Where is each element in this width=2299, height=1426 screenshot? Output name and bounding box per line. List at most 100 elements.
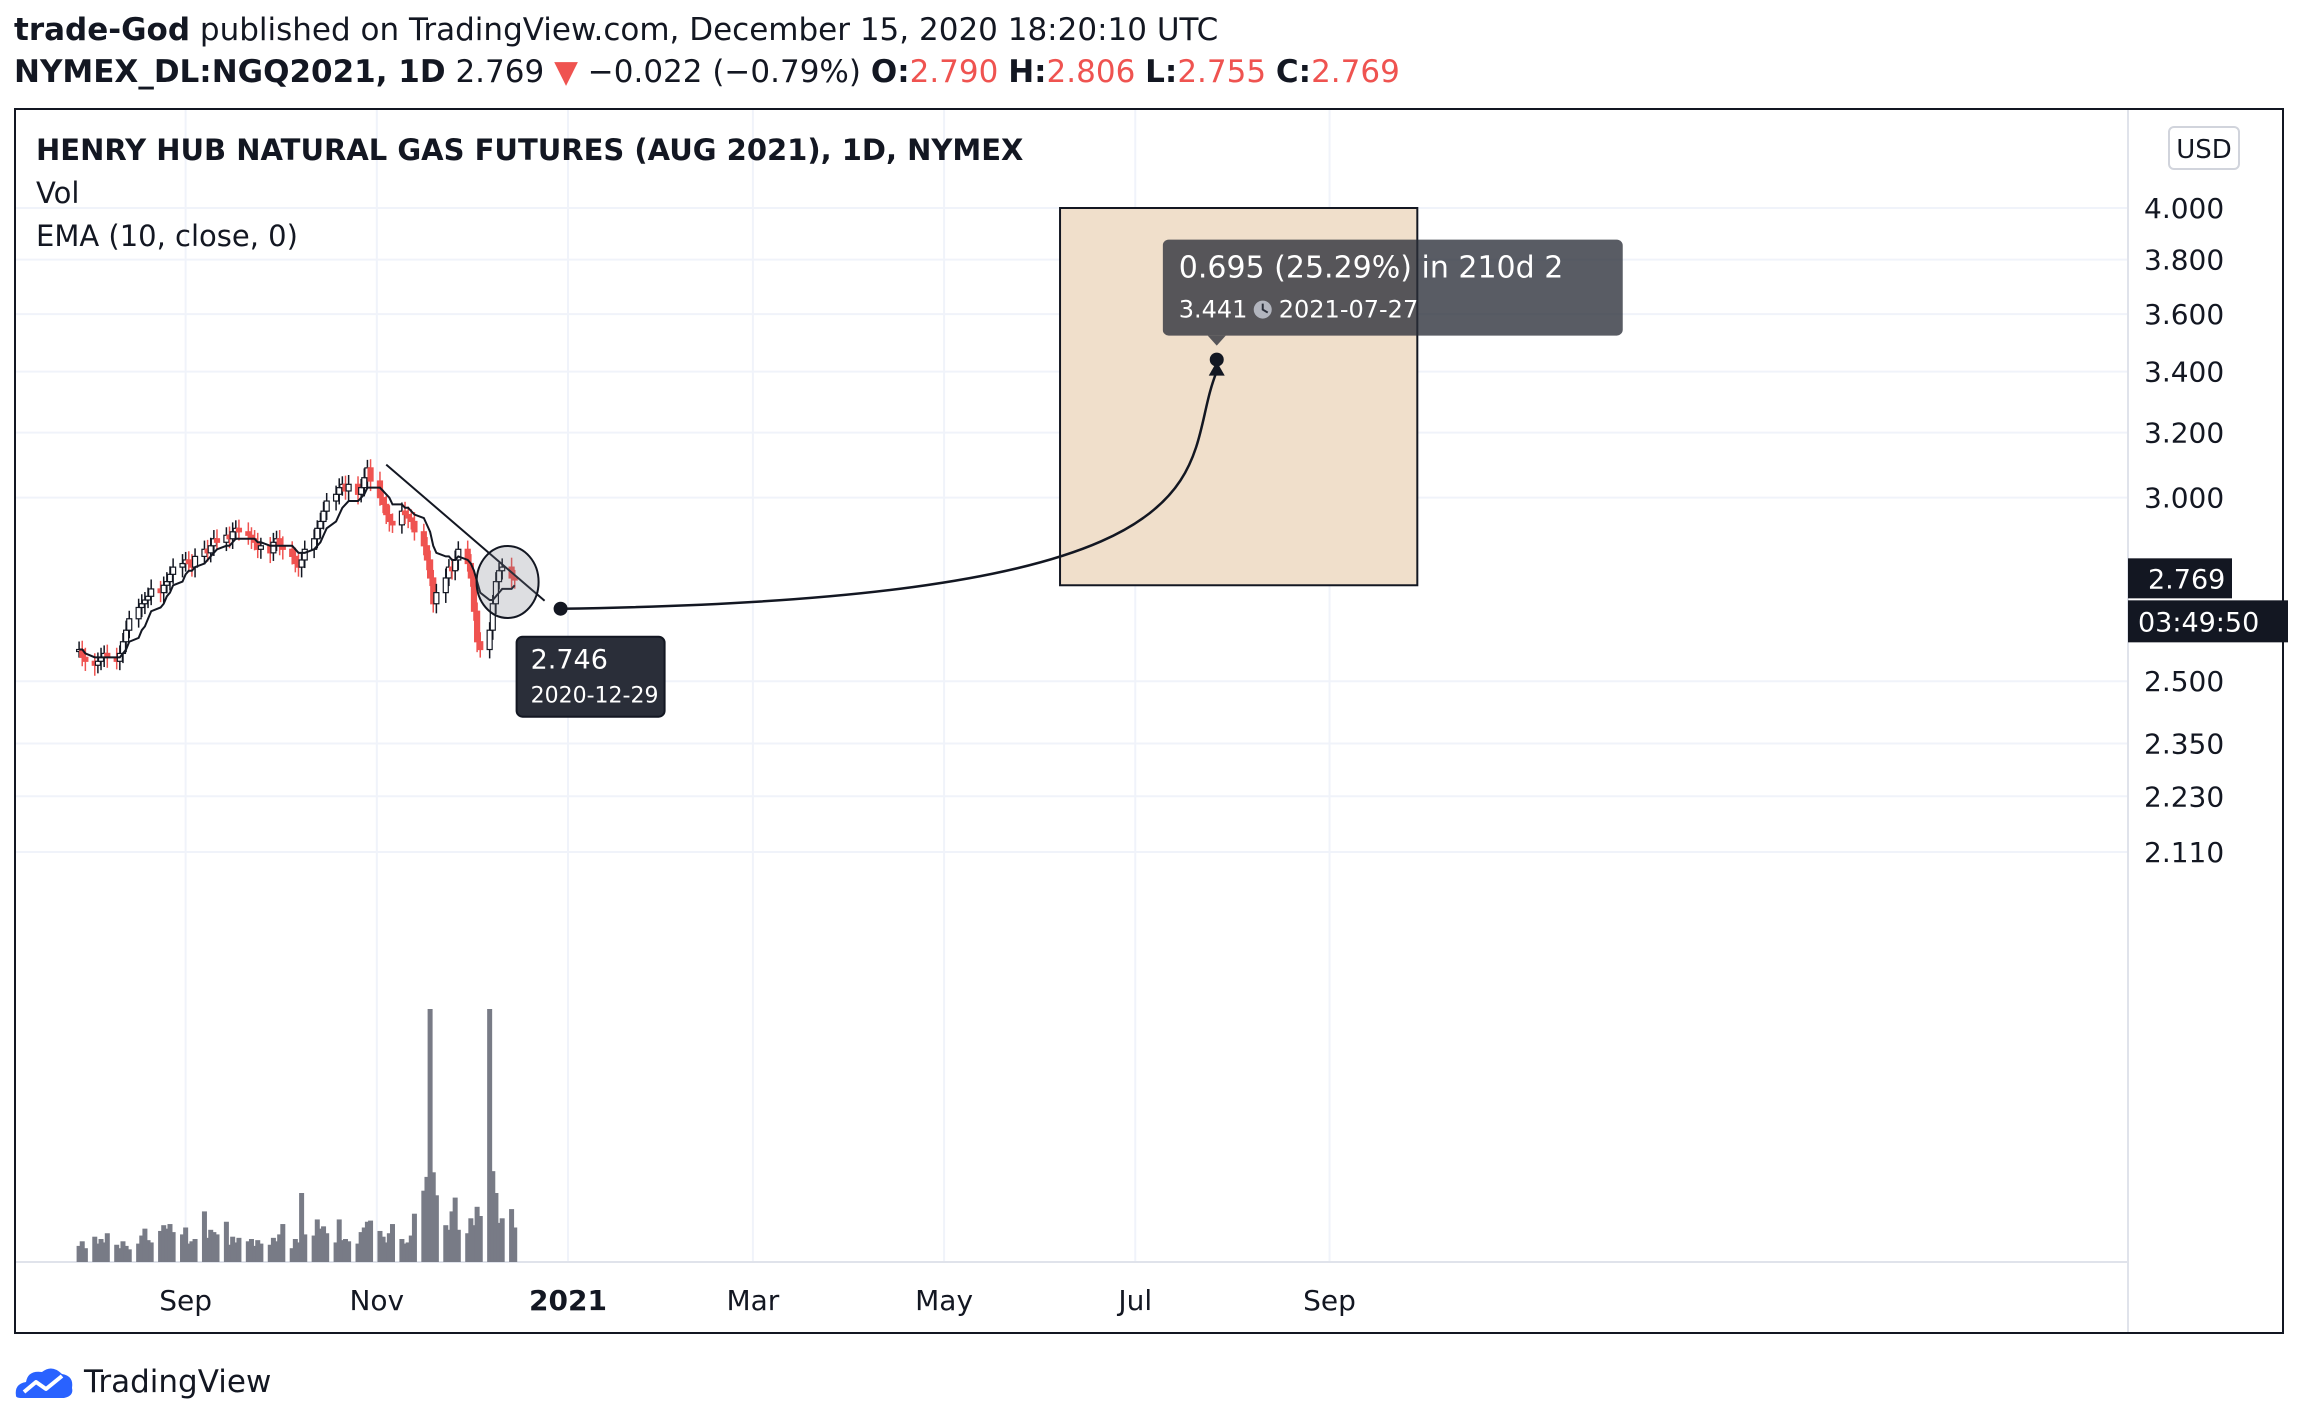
price-tick-label: 3.600: [2144, 298, 2224, 331]
volume-bar: [208, 1229, 214, 1262]
published-text: published on TradingView.com, December 1…: [199, 12, 1219, 48]
volume-bar: [477, 1216, 483, 1262]
volume-bar: [446, 1229, 452, 1262]
high-label: H:: [1008, 54, 1047, 90]
volume-bar: [499, 1218, 505, 1262]
close-value: 2.769: [1311, 54, 1400, 90]
candle-body: [361, 477, 368, 489]
candle-body: [229, 531, 236, 540]
candle-body: [170, 566, 177, 575]
volume-bar: [324, 1233, 330, 1262]
candle-body: [292, 555, 299, 565]
volume-bar: [452, 1197, 458, 1262]
origin-date: 2020-12-29: [531, 684, 659, 709]
projection-arrowhead: [1208, 361, 1225, 376]
volume-bar: [201, 1211, 207, 1262]
time-axis: Sep Nov 2021 Mar May Jul Sep: [159, 1284, 1356, 1317]
candle-body: [213, 538, 221, 543]
projection-start-point: [553, 601, 568, 616]
volume-bar: [389, 1224, 395, 1262]
volume-bar: [471, 1225, 477, 1262]
volume-bar: [468, 1218, 474, 1262]
volume-bar: [411, 1213, 417, 1262]
volume-bar: [214, 1234, 220, 1262]
time-tick-label: Mar: [726, 1284, 779, 1317]
candle-body: [336, 487, 343, 495]
tradingview-logo-icon: [15, 1368, 73, 1398]
volume-bar: [355, 1243, 361, 1262]
drawings: [385, 352, 1225, 619]
price-tick-label: 2.110: [2144, 836, 2224, 869]
volume-bar: [145, 1240, 151, 1262]
volume-bar: [79, 1241, 85, 1262]
candle-body: [317, 520, 324, 529]
target-tooltip-bg: [1162, 239, 1623, 336]
time-tick-label: 2021: [529, 1284, 607, 1317]
volume-bar: [465, 1233, 471, 1262]
volume-bar: [402, 1243, 408, 1262]
currency-button[interactable]: USD: [2168, 126, 2240, 170]
volume-bar: [126, 1249, 132, 1262]
ema-legend[interactable]: EMA (10, close, 0): [36, 219, 298, 253]
open-value: 2.790: [909, 54, 999, 90]
candle-body: [298, 559, 305, 568]
price-tick-label: 2.230: [2144, 780, 2224, 813]
volume-bar: [186, 1243, 192, 1262]
volume-bar: [317, 1228, 323, 1262]
candle-body: [423, 545, 431, 561]
candle-body: [126, 618, 133, 631]
time-tick-label: Nov: [349, 1284, 404, 1317]
candle-body: [383, 503, 390, 516]
volume-bar: [380, 1236, 386, 1262]
author-name[interactable]: trade-God: [14, 12, 191, 48]
candle-body: [166, 573, 174, 583]
volume-bar: [104, 1233, 110, 1262]
candle-body: [433, 592, 440, 605]
candlestick-series: [75, 459, 518, 676]
chart-frame[interactable]: [14, 108, 2284, 1334]
volume-bar: [368, 1220, 374, 1262]
volume-bar: [117, 1248, 123, 1262]
volume-bar: [433, 1195, 439, 1262]
volume-bar: [252, 1245, 258, 1262]
candle-body: [160, 584, 167, 594]
volume-bar: [421, 1190, 427, 1262]
publish-info: trade-God published on TradingView.com, …: [14, 10, 1218, 50]
volume-bar: [289, 1248, 295, 1262]
volume-bar: [161, 1225, 167, 1262]
volume-bar: [364, 1221, 370, 1262]
volume-bar: [230, 1236, 236, 1262]
time-tick-label: Sep: [159, 1284, 212, 1317]
price-tick-label: 3.200: [2144, 417, 2224, 450]
volume-bars: [76, 1009, 518, 1262]
candle-body: [135, 606, 142, 620]
time-tick-label: Jul: [1116, 1284, 1152, 1317]
trendline: [385, 463, 546, 602]
low-value: 2.755: [1177, 54, 1267, 90]
footer-brand[interactable]: TradingView: [12, 1358, 271, 1406]
volume-bar: [427, 1009, 433, 1262]
volume-bar: [98, 1239, 104, 1262]
low-label: L:: [1145, 54, 1178, 90]
volume-bar: [277, 1234, 283, 1262]
volume-bar: [399, 1239, 405, 1262]
volume-bar: [299, 1193, 305, 1262]
volume-bar: [82, 1248, 88, 1262]
volume-bar: [211, 1232, 217, 1262]
volume-legend[interactable]: Vol: [36, 176, 80, 210]
volume-bar: [449, 1211, 455, 1262]
volume-bar: [192, 1239, 198, 1262]
volume-bar: [430, 1172, 436, 1262]
volume-bar: [180, 1234, 186, 1262]
candle-body: [486, 629, 493, 651]
candle-body: [427, 559, 434, 579]
volume-bar: [114, 1244, 120, 1262]
price-axis: 4.000 3.800 3.600 3.400 3.200 3.000 2.500 2.350…: [2144, 192, 2224, 869]
candle-body: [148, 588, 155, 597]
candle-body: [499, 566, 506, 572]
volume-bar: [92, 1236, 98, 1262]
countdown-label: 03:49:50: [2138, 607, 2259, 638]
time-tick-label: Sep: [1303, 1284, 1356, 1317]
volume-bar: [274, 1241, 280, 1262]
